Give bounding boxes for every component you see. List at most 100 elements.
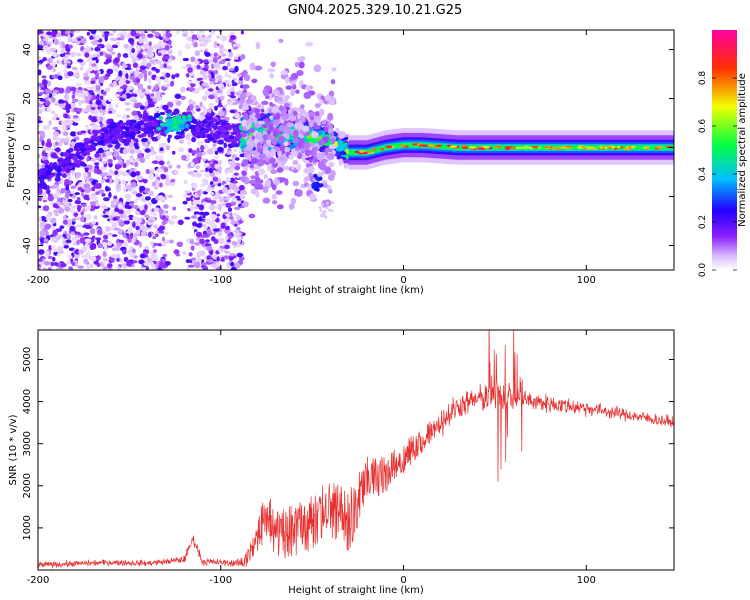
heatmap-cell (192, 157, 200, 165)
heatmap-cell (136, 88, 142, 94)
heatmap-cell (149, 145, 155, 153)
heatmap-cell (115, 133, 122, 138)
heatmap-cell (193, 42, 198, 48)
heatmap-cell (80, 147, 87, 152)
heatmap-cell (193, 206, 200, 210)
heatmap-cell (44, 100, 51, 106)
heatmap-cell (67, 218, 73, 224)
heatmap-cell (202, 265, 209, 270)
heatmap-cell (117, 266, 121, 270)
heatmap-cell (461, 146, 469, 149)
heatmap-cell (65, 52, 71, 56)
heatmap-cell (190, 245, 195, 251)
heatmap-cell (71, 154, 78, 160)
heatmap-cell (631, 146, 636, 149)
heatmap-cell (233, 59, 240, 63)
heatmap-cell (111, 234, 118, 238)
heatmap-cell (38, 69, 42, 76)
heatmap-cell (47, 43, 51, 48)
heatmap-cell (229, 135, 235, 140)
heatmap-cell (99, 95, 104, 100)
heatmap-cell (128, 37, 135, 44)
heatmap-cell (69, 51, 77, 58)
heatmap-cell (52, 229, 58, 236)
heatmap-cell (232, 127, 238, 132)
heatmap-cell (262, 186, 269, 193)
heatmap-cell (198, 133, 205, 138)
heatmap-cell (70, 230, 75, 236)
heatmap-cell (339, 151, 348, 156)
heatmap-cell (155, 263, 159, 268)
heatmap-cell (75, 151, 82, 155)
heatmap-cell (76, 108, 83, 112)
heatmap-cell (162, 254, 168, 257)
heatmap-cell (281, 113, 290, 120)
heatmap-cell (108, 177, 113, 184)
heatmap-cell (66, 65, 72, 69)
heatmap-cell (56, 59, 60, 64)
heatmap-cell (230, 266, 237, 270)
heatmap-cell (160, 42, 165, 48)
heatmap-cell (133, 115, 140, 121)
heatmap-cell (118, 228, 124, 235)
heatmap-cell (145, 89, 150, 94)
heatmap-cell (90, 117, 98, 123)
heatmap-cell (129, 119, 135, 124)
heatmap-cell (112, 30, 117, 34)
heatmap-cell (40, 215, 46, 222)
heatmap-cell (82, 172, 89, 178)
heatmap-cell (241, 170, 248, 176)
heatmap-cell (63, 245, 69, 249)
heatmap-cell (41, 150, 47, 157)
heatmap-cell (317, 183, 322, 188)
heatmap-cell (51, 226, 56, 231)
heatmap-cell (46, 106, 51, 112)
heatmap-cell (165, 174, 170, 179)
heatmap-cell (265, 179, 271, 187)
heatmap-cell (77, 205, 81, 213)
heatmap-cell (75, 40, 81, 45)
heatmap-cell (114, 104, 119, 108)
heatmap-cell (286, 122, 295, 128)
heatmap-cell (155, 91, 161, 98)
heatmap-x-ticks: -200 -100 0 100 (27, 30, 596, 286)
heatmap-cell (326, 152, 335, 160)
heatmap-cell (55, 205, 60, 209)
heatmap-cell (176, 241, 184, 248)
snr-series-line (38, 330, 674, 569)
heatmap-cell (88, 194, 94, 199)
heatmap-cell (165, 145, 171, 151)
heatmap-cell (67, 162, 75, 166)
heatmap-cell (192, 118, 197, 124)
heatmap-cell (152, 151, 157, 155)
heatmap-cell (231, 154, 237, 158)
heatmap-cell (202, 201, 208, 206)
heatmap-cell (235, 157, 240, 161)
heatmap-cell (292, 168, 299, 174)
heatmap-cell (41, 75, 47, 79)
heatmap-cell (309, 142, 314, 147)
heatmap-cell (178, 124, 184, 129)
heatmap-cell (174, 94, 182, 99)
heatmap-cell (69, 266, 73, 270)
heatmap-cell (292, 180, 300, 187)
heatmap-cell (148, 101, 156, 105)
heatmap-cell (225, 235, 229, 240)
heatmap-cell (101, 105, 106, 110)
heatmap-cell (61, 42, 66, 49)
heatmap-cell (155, 68, 160, 74)
heatmap-cell (371, 148, 377, 151)
heatmap-cell (264, 149, 270, 156)
heatmap-cell (199, 70, 206, 76)
heatmap-cell (182, 33, 188, 38)
heatmap-cell (154, 233, 159, 238)
heatmap-cell (236, 200, 242, 204)
heatmap-cell (213, 44, 218, 49)
heatmap-cell (118, 70, 123, 77)
y-tick-label: -20 (22, 188, 33, 204)
heatmap-cell (313, 125, 321, 130)
heatmap-cell (226, 61, 231, 67)
heatmap-cell (185, 154, 191, 160)
heatmap-cell (145, 266, 149, 270)
